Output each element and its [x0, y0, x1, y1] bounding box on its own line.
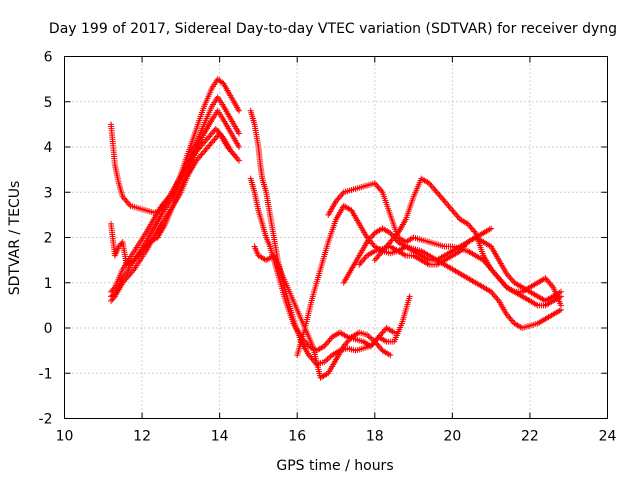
y-tick-label: 1	[44, 276, 53, 292]
x-tick-label: 12	[133, 429, 151, 445]
series-track-2	[108, 94, 243, 300]
x-axis-label: GPS time / hours	[276, 458, 393, 474]
x-tick-labels: 10 12 14 16 18 20 22 24	[56, 429, 617, 445]
x-tick-label: 10	[56, 429, 74, 445]
data-point-marker	[236, 130, 243, 137]
y-tick-label: 6	[44, 50, 53, 66]
x-tick-label: 24	[599, 429, 617, 445]
plot-frame	[64, 56, 608, 419]
y-tick-label: 5	[44, 95, 53, 111]
data-point-marker	[488, 225, 495, 232]
x-tick-label: 18	[366, 429, 384, 445]
y-tick-labels: -2 -1 0 1 2 3 4 5 6	[39, 50, 53, 428]
series-track-11	[340, 225, 564, 304]
chart-title: Day 199 of 2017, Sidereal Day-to-day VTE…	[49, 21, 617, 37]
x-tick-label: 20	[443, 429, 461, 445]
x-tick-label: 22	[521, 429, 539, 445]
y-tick-label: 3	[44, 185, 53, 201]
data-point-marker	[387, 352, 394, 359]
y-tick-label: 0	[44, 321, 53, 337]
series-track-8	[251, 243, 394, 381]
grid-lines	[64, 56, 608, 419]
data-point-marker	[236, 157, 243, 164]
y-tick-label: 4	[44, 140, 53, 156]
data-point-marker	[236, 107, 243, 114]
data-point-marker	[236, 144, 243, 150]
y-tick-label: -2	[39, 412, 53, 428]
data-point-marker	[391, 329, 398, 336]
x-tick-label: 16	[288, 429, 306, 445]
axis-ticks	[64, 56, 608, 419]
x-tick-label: 14	[211, 429, 229, 445]
data-point-marker	[367, 334, 374, 341]
y-tick-label: -1	[39, 366, 53, 382]
data-point-marker	[326, 354, 333, 361]
data-point-marker	[557, 302, 564, 309]
series-track-12	[371, 175, 564, 309]
data-point-marker	[406, 293, 413, 300]
series-track-13	[356, 225, 495, 268]
series-track-5	[108, 130, 239, 268]
data-points	[108, 76, 564, 381]
y-tick-label: 2	[44, 231, 53, 247]
data-point-marker	[324, 356, 331, 363]
data-point-marker	[557, 288, 564, 295]
data-point-marker	[232, 153, 239, 160]
y-axis-label: SDTVAR / TECUs	[7, 181, 23, 296]
